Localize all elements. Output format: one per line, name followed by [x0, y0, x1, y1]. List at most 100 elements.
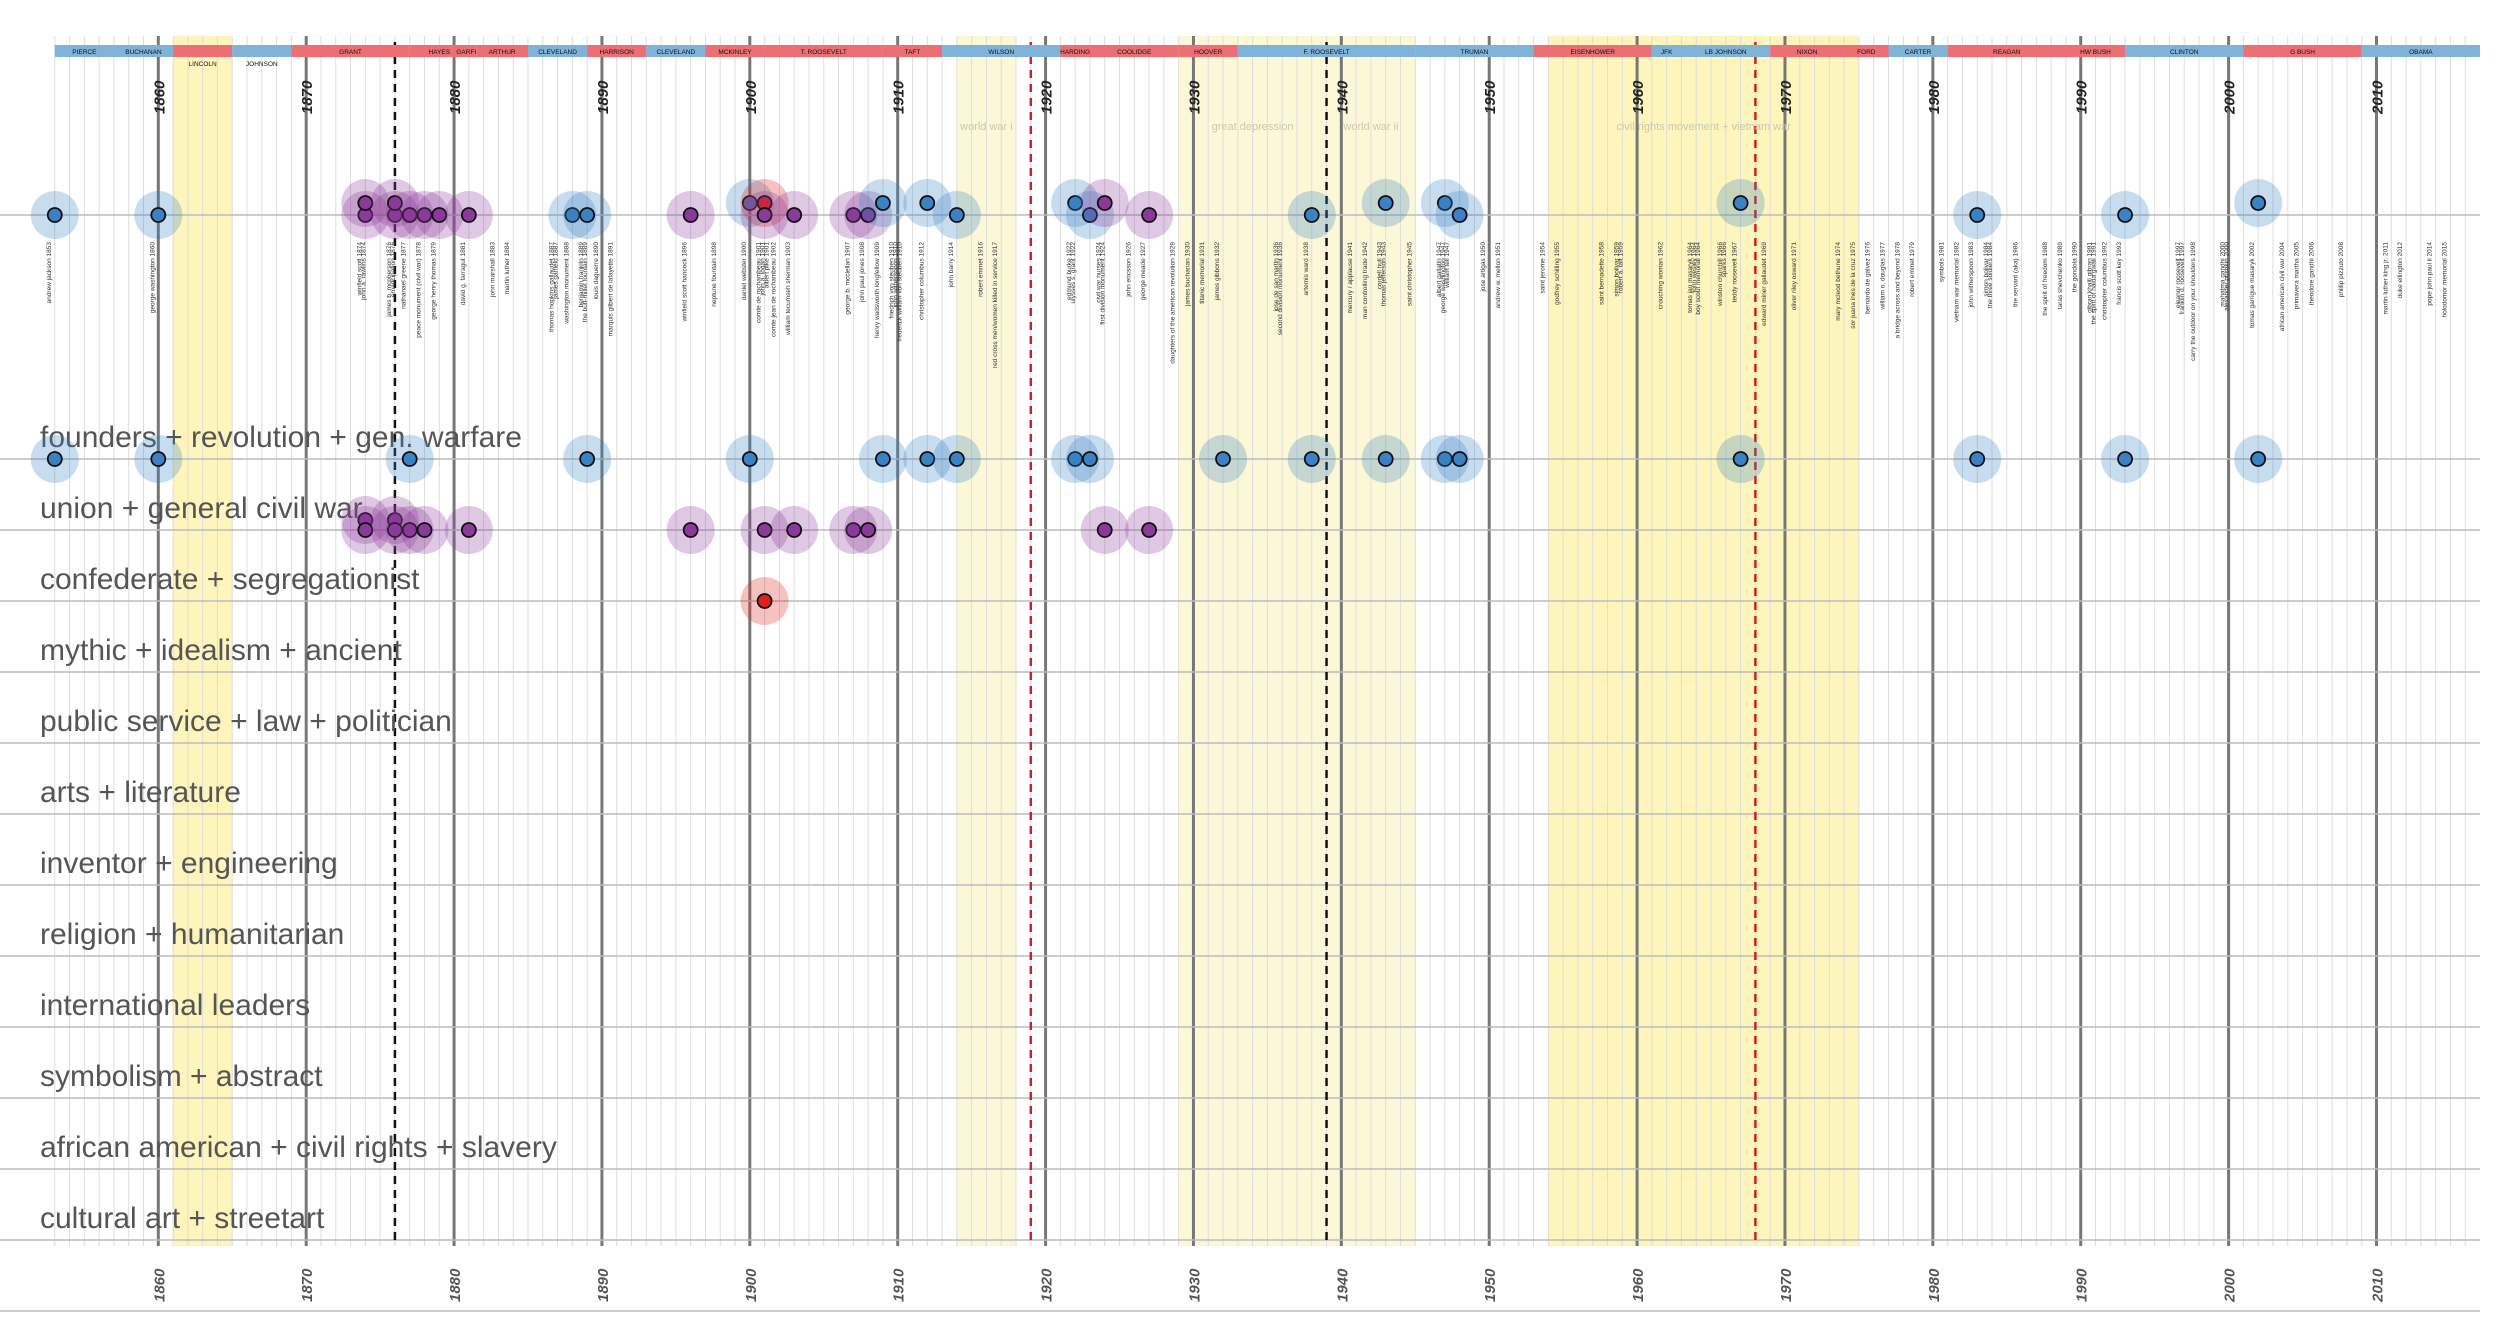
- memorial-label: john witherspoon 1983: [1968, 242, 1975, 309]
- president-term-bar: [468, 45, 477, 57]
- memorial-labels: andrew jackson 1853 george washington 186…: [46, 242, 2449, 368]
- decade-label-top: 1920: [1039, 80, 1056, 114]
- memorial-label: david g. farragut 1881: [460, 242, 467, 306]
- memorial-label: a bridge across and beyond 1978: [1894, 242, 1901, 339]
- timeline-point: [579, 207, 596, 223]
- memorial-label: ulysses s. grant 1922: [1070, 242, 1077, 304]
- decade-label-bottom: 1940: [1334, 1268, 1351, 1302]
- year-gridlines: [54, 36, 2466, 1246]
- timeline-point: [1141, 207, 1157, 223]
- decade-label-top: 1930: [1186, 80, 1203, 114]
- memorial-label: andrew jackson 1853: [46, 242, 53, 304]
- president-name: TAFT: [905, 49, 921, 56]
- memorial-label: robert a. taft 1959: [1617, 242, 1624, 294]
- memorial-label: albert pike 1901: [764, 242, 771, 289]
- memorial-label: saint christopher 1945: [1406, 242, 1413, 306]
- decade-label-bottom: 1910: [891, 1268, 908, 1302]
- memorial-label: gibran khalil gibran 1991: [2087, 242, 2094, 313]
- memorial-label: john marshall 1883: [489, 242, 496, 298]
- memorial-label: winfield scott 1874: [356, 242, 363, 297]
- president-name: HARDING: [1060, 49, 1090, 56]
- memorial-label: james buchanan 1930: [1184, 242, 1191, 307]
- category-point: [357, 522, 374, 538]
- president-name: G BUSH: [2290, 49, 2315, 56]
- timeline-point: [682, 207, 699, 223]
- president-name: WILSON: [988, 49, 1014, 56]
- memorial-label: james b. mcpherson 1876: [386, 242, 393, 318]
- memorial-label: washington monument 1888: [563, 242, 570, 325]
- category-point: [46, 451, 63, 467]
- memorial-label: robert emmet 1979: [1909, 242, 1916, 297]
- memorial-label: george henry thomas 1879: [430, 242, 437, 320]
- category-point: [756, 593, 773, 609]
- category-point: [1215, 451, 1231, 467]
- timeline-point: [948, 207, 965, 223]
- memorial-label: cordell hull 1943: [1377, 242, 1384, 290]
- president-term-bar: [764, 45, 883, 57]
- category-point: [2250, 451, 2267, 467]
- decade-labels: 1860 1860 1870 1870 1880 1880 1890 1890 1900 1900…: [151, 80, 2386, 1303]
- timeline-point: [150, 207, 167, 223]
- timeline-point: [2117, 207, 2133, 223]
- president-name: JFK: [1661, 49, 1673, 56]
- president-name: CARTER: [1905, 49, 1932, 56]
- category-labels: founders + revolution + gen. warfare unio…: [40, 421, 557, 1235]
- memorial-label: holodomor memorial 2015: [2441, 242, 2448, 318]
- decade-label-top: 1950: [1482, 80, 1499, 114]
- memorial-label: john witherspoon 1910: [893, 242, 900, 309]
- memorial-label: george meade 1927: [1140, 242, 1147, 301]
- decade-label-top: 1990: [2074, 80, 2091, 114]
- president-name: CLEVELAND: [657, 49, 696, 56]
- memorial-label: martin luther 1884: [504, 242, 511, 295]
- president-term-bar: [1651, 45, 1682, 57]
- category-point: [1451, 451, 1468, 467]
- memorial-label: sparks 1966: [1721, 242, 1728, 278]
- decade-label-bottom: 2010: [2369, 1268, 2386, 1303]
- president-name: CLEVELAND: [538, 49, 577, 56]
- president-term-bar: [1770, 45, 1845, 57]
- category-point: [1969, 451, 1986, 467]
- decade-label-bottom: 1930: [1186, 1268, 1203, 1302]
- president-term-bar: [113, 45, 174, 57]
- president-name: REAGAN: [1993, 49, 2021, 56]
- memorial-label: african american civil war 2004: [2279, 242, 2286, 332]
- decade-label-top: 1890: [595, 80, 612, 114]
- category-label: confederate + segregationist: [40, 563, 420, 596]
- president-name: HW BUSH: [2080, 49, 2111, 56]
- memorial-label: saint bernadette 1958: [1599, 242, 1606, 305]
- memorial-label: mahatma gandhi 2000: [2220, 242, 2227, 307]
- category-point: [1082, 451, 1098, 467]
- timeline-point: [1969, 207, 1986, 223]
- category-point: [682, 522, 699, 538]
- category-point: [416, 522, 433, 538]
- memorial-label: phillip pizzuto 2008: [2338, 242, 2345, 298]
- memorial-label: alexander pushkin 2000: [2224, 242, 2231, 311]
- memorial-label: red cross men/women killed in service 19…: [992, 242, 999, 368]
- memorial-label: tomas jan masaryk 1964: [1687, 242, 1694, 313]
- category-label: cultural art + streetart: [40, 1202, 325, 1235]
- president-term-bar: [291, 45, 410, 57]
- decade-label-top: 1910: [891, 80, 908, 114]
- president-term-bar: [1681, 45, 1771, 57]
- memorial-label: francis scott key 1993: [2116, 242, 2123, 305]
- memorial-label: robert emmet 1916: [977, 242, 984, 297]
- memorial-label: winfield scott hancock 1896: [682, 242, 689, 323]
- category-label: african american + civil rights + slaver…: [40, 1131, 557, 1164]
- memorial-label: titanic memorial 1931: [1199, 242, 1206, 304]
- memorial-label: sor juana ines de la cruz 1975: [1850, 242, 1857, 329]
- decade-label-top: 1960: [1630, 80, 1647, 114]
- president-name: ARTHUR: [489, 49, 516, 56]
- category-point: [460, 522, 477, 538]
- president-term-bar: [1415, 45, 1534, 57]
- president-term-bar: [528, 45, 588, 57]
- president-name: HOOVER: [1194, 49, 1222, 56]
- president-name: HAYES: [428, 49, 450, 56]
- president-term-bar: [1888, 45, 1948, 57]
- president-term-bar: [1178, 45, 1238, 57]
- president-name: MCKINLEY: [718, 49, 752, 56]
- memorial-label: john a. rawlins 1874: [360, 242, 367, 301]
- memorial-label: comte jean de rochambeau 1902: [770, 242, 777, 337]
- decade-label-bottom: 1860: [151, 1268, 168, 1302]
- timeline-point: [1082, 207, 1098, 223]
- memorial-label: edmund burke 1922: [1066, 242, 1073, 300]
